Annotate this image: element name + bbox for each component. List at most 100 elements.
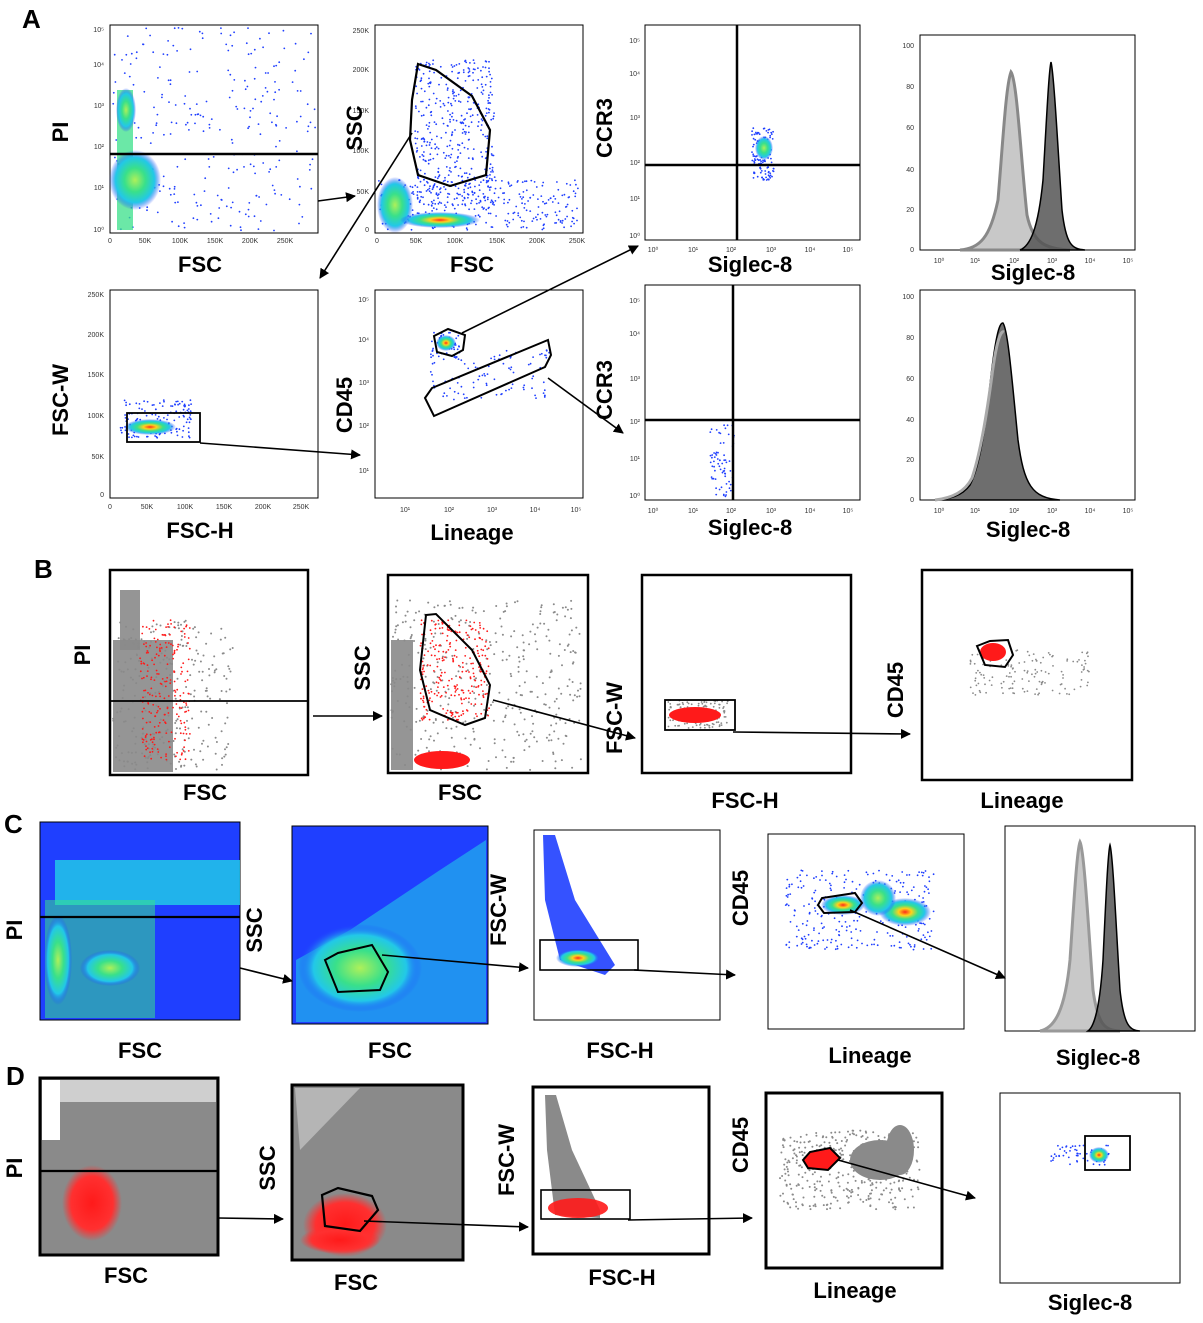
y-axis-label: CD45 [883,662,908,718]
scatter-point [433,670,435,672]
y-axis-label: FSC-W [494,1124,519,1196]
scatter-point [179,694,182,697]
scatter-point [482,690,484,692]
scatter-point [451,70,453,73]
scatter-point [432,635,435,638]
scatter-point [182,732,185,735]
scatter-point [443,104,446,107]
scatter-point [932,873,935,876]
scatter-point [879,1181,882,1184]
scatter-point [786,1168,789,1171]
scatter-point [245,42,248,45]
scatter-point [138,675,141,677]
scatter-point [431,373,433,376]
scatter-point [458,693,460,696]
scatter-point [1081,664,1083,666]
scatter-point [188,627,191,629]
scatter-point [478,655,481,658]
scatter-point [501,659,504,662]
scatter-point [854,1179,857,1182]
scatter-point [493,192,496,195]
scatter-point [901,871,904,873]
x-tick: 50K [139,238,152,245]
scatter-point [831,870,834,873]
scatter-point [806,874,808,877]
scatter-point [820,1175,822,1178]
scatter-point [464,737,467,740]
scatter-point [782,1146,785,1149]
scatter-point [174,722,177,724]
scatter-point [176,713,178,716]
scatter-point [765,176,767,179]
scatter-point [134,638,137,641]
scatter-point [578,719,581,722]
scatter-point [490,199,493,202]
scatter-point [579,682,582,685]
scatter-point [524,740,527,743]
scatter-point [176,434,179,437]
scatter-point [428,190,431,193]
scatter-point [1085,1152,1088,1155]
scatter-point [154,691,157,694]
scatter-point [1067,1156,1070,1159]
scatter-point [438,188,441,191]
scatter-point [231,201,234,204]
scatter-point [189,693,192,696]
scatter-point [767,178,769,181]
scatter-point [464,621,467,624]
scatter-point [154,628,157,631]
scatter-point [436,676,439,678]
scatter-point [427,159,430,162]
scatter-point [402,675,405,678]
scatter-point [173,671,176,673]
scatter-point [489,91,492,94]
scatter-point [682,703,685,706]
scatter-point [686,722,688,725]
scatter-point [143,689,145,692]
scatter-point [1037,693,1039,696]
scatter-point [480,124,483,126]
x-axis-label: FSC [450,252,494,277]
scatter-point [1079,1152,1081,1155]
scatter-point [173,649,176,652]
scatter-point [789,921,792,923]
scatter-point [455,725,458,728]
scatter-point [429,642,432,645]
scatter-point [474,629,477,631]
scatter-point [144,738,147,740]
scatter-point [186,719,188,722]
scatter-point [172,657,175,660]
scatter-point [1082,668,1085,671]
scatter-point [121,426,124,429]
scatter-point [433,361,436,364]
scatter-point [486,137,489,140]
scatter-point [443,392,446,395]
scatter-point [843,887,845,889]
scatter-point [834,948,837,951]
scatter-point [473,362,475,365]
scatter-point [845,929,848,932]
scatter-point [395,753,398,756]
scatter-point [177,645,179,648]
x-tick: 100K [177,504,194,511]
scatter-point [468,697,470,700]
scatter-point [808,903,810,906]
y-tick: 10² [630,160,641,167]
scatter-point [176,400,179,403]
x-tick: 150K [489,238,506,245]
scatter-point [420,697,422,700]
scatter-point [500,625,503,628]
scatter-point [454,129,456,131]
scatter-point [711,454,714,456]
scatter-point [564,722,567,725]
scatter-point [717,462,720,465]
scatter-point [236,108,239,110]
scatter-point [434,147,437,150]
scatter-point [890,1198,893,1201]
scatter-point [815,1132,818,1134]
scatter-point [191,717,194,720]
scatter-point [420,738,423,740]
scatter-point [428,70,431,73]
scatter-point [415,107,417,109]
